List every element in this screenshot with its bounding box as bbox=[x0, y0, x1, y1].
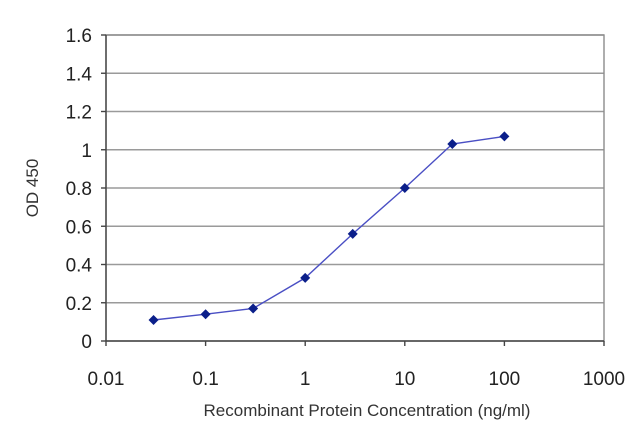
x-tick-label: 1000 bbox=[583, 369, 625, 390]
data-point-marker bbox=[248, 303, 259, 314]
y-tick-label: 0 bbox=[81, 332, 92, 353]
x-tick-label: 10 bbox=[394, 369, 415, 390]
data-point-marker bbox=[499, 131, 510, 142]
data-point-marker bbox=[399, 183, 410, 193]
y-tick-label: 1.6 bbox=[66, 26, 92, 47]
y-tick-label: 0.4 bbox=[66, 256, 93, 277]
data-point-marker bbox=[200, 309, 211, 320]
y-tick-label: 0.6 bbox=[66, 217, 92, 238]
series-line bbox=[153, 135, 505, 321]
gridlines bbox=[106, 34, 604, 304]
y-tick-label: 1.4 bbox=[66, 64, 93, 85]
y-tick-label: 0.8 bbox=[66, 179, 92, 200]
series-layer bbox=[148, 131, 510, 325]
x-tick-label: 0.1 bbox=[192, 369, 218, 390]
y-tick-label: 1 bbox=[81, 141, 92, 162]
y-axis-title: OD 450 bbox=[23, 159, 42, 218]
x-axis-title: Recombinant Protein Concentration (ng/ml… bbox=[204, 401, 531, 420]
y-tick-label: 1.2 bbox=[66, 103, 92, 124]
x-tick-label: 0.01 bbox=[88, 369, 125, 390]
axes bbox=[101, 34, 605, 346]
tick-labels: 0 0.2 0.4 0.6 0.8 1 1.2 1.4 1.6 0.01 0.1 1 10 100 1000 bbox=[66, 26, 626, 390]
data-point-marker bbox=[148, 314, 159, 325]
data-point-marker bbox=[347, 228, 358, 239]
data-point-marker bbox=[300, 272, 311, 283]
y-tick-label: 0.2 bbox=[66, 294, 92, 315]
x-tick-label: 100 bbox=[489, 369, 521, 390]
data-point-marker bbox=[447, 139, 458, 150]
x-tick-label: 1 bbox=[300, 369, 311, 390]
